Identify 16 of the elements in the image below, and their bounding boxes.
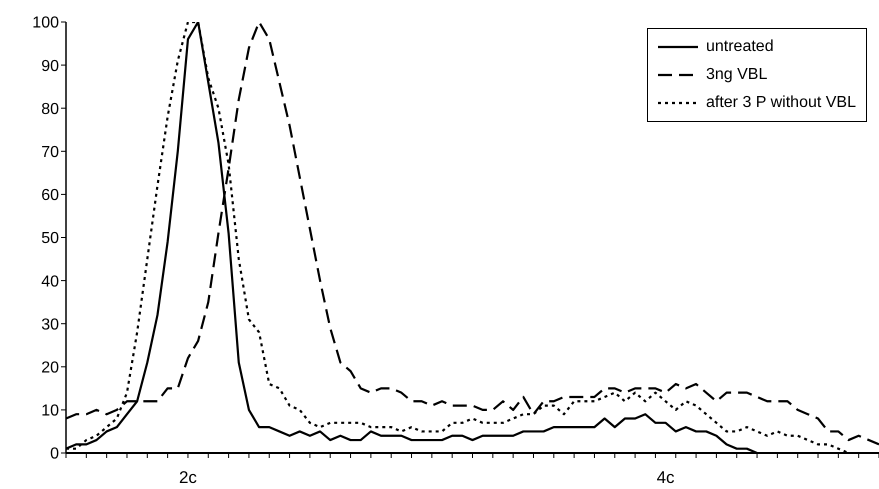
y-tick-label: 40 — [41, 273, 60, 290]
legend-label: after 3 P without VBL — [706, 93, 856, 113]
y-tick-label: 60 — [41, 187, 60, 204]
y-tick-label: 50 — [41, 230, 60, 248]
x-tick-label: 2c — [178, 468, 198, 487]
y-tick-label: 10 — [41, 402, 60, 420]
legend-label: 3ng VBL — [706, 65, 768, 85]
legend-label: untreated — [706, 37, 774, 57]
y-tick-label: 80 — [41, 100, 60, 118]
y-tick-label: 30 — [41, 316, 60, 334]
x-tick-label: 4c — [656, 468, 676, 487]
y-tick-label: 20 — [41, 359, 60, 376]
y-tick-label: 90 — [41, 58, 60, 75]
y-tick-label: 0 — [50, 446, 60, 463]
y-tick-label: 70 — [41, 144, 60, 161]
y-tick-label: 100 — [32, 14, 60, 32]
